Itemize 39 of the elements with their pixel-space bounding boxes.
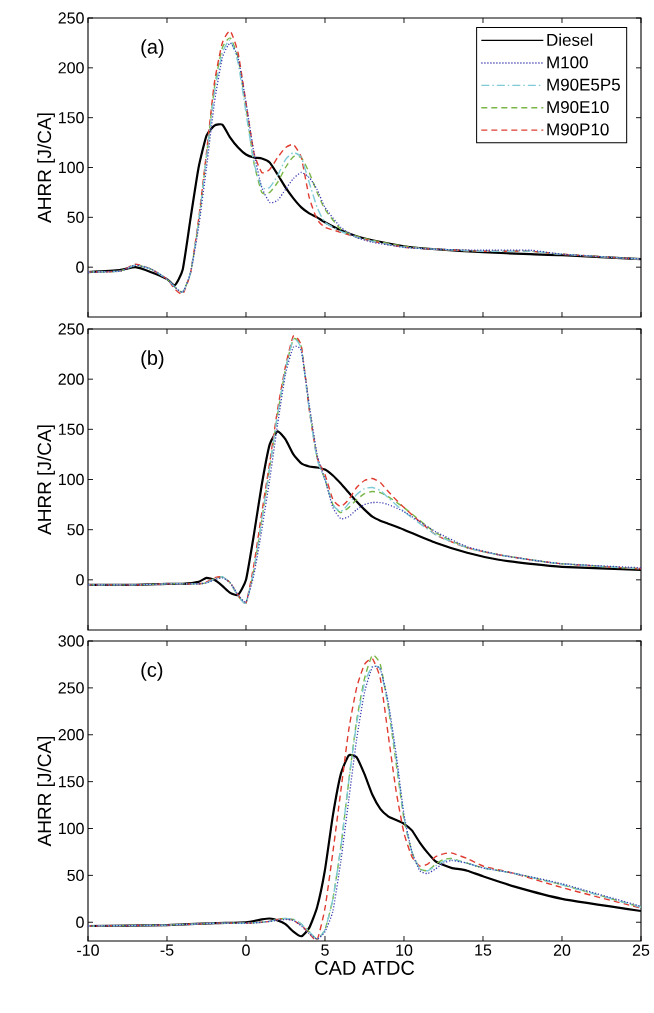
x-tick-label: 25 <box>632 944 650 956</box>
y-tick-label: 50 <box>67 869 84 882</box>
y-tick-label: 300 <box>58 635 84 647</box>
x-tick-label: 0 <box>242 944 250 956</box>
y-tick-label: 250 <box>58 323 84 335</box>
x-axis-title: CAD ATDC <box>315 960 415 975</box>
y-tick-label: 200 <box>58 373 84 385</box>
y-tick-label: 100 <box>58 473 84 486</box>
y-tick-label: 200 <box>58 729 84 741</box>
y-tick-label: 0 <box>76 916 84 928</box>
annotation: (a) <box>141 39 164 58</box>
x-tick-label: 5 <box>321 944 329 956</box>
x-tick-label: -5 <box>160 944 174 956</box>
x-tick-label: 20 <box>553 944 571 956</box>
y-tick-label: 100 <box>58 822 84 835</box>
x-tick-label: 10 <box>396 944 413 956</box>
legend-label: M90P10 <box>547 123 609 136</box>
y-axis-title: AHRR [J/CA] <box>37 425 55 535</box>
y-tick-label: 150 <box>58 112 84 124</box>
y-tick-label: 250 <box>58 682 84 694</box>
y-tick-label: 50 <box>67 524 84 536</box>
annotation: (b) <box>141 350 164 369</box>
y-tick-label: 250 <box>58 12 84 24</box>
legend-label: M90E10 <box>547 101 609 114</box>
y-tick-label: 0 <box>76 574 84 586</box>
x-tick-label: -10 <box>77 944 99 956</box>
y-tick-label: 100 <box>58 161 84 174</box>
y-tick-label: 150 <box>58 775 84 788</box>
x-tick-label: 15 <box>475 944 492 956</box>
legend-label: M90E5P5 <box>547 78 620 91</box>
y-tick-label: 150 <box>58 423 84 436</box>
legend-label: Diesel <box>547 33 593 46</box>
y-tick-label: 50 <box>67 211 84 223</box>
annotation: (c) <box>141 662 163 681</box>
y-tick-label: 200 <box>58 62 84 74</box>
y-axis-title: AHRR [J/CA] <box>37 113 55 223</box>
y-axis-title: AHRR [J/CA] <box>37 736 55 847</box>
y-tick-label: 0 <box>76 261 84 273</box>
legend-label: M100 <box>547 56 588 69</box>
